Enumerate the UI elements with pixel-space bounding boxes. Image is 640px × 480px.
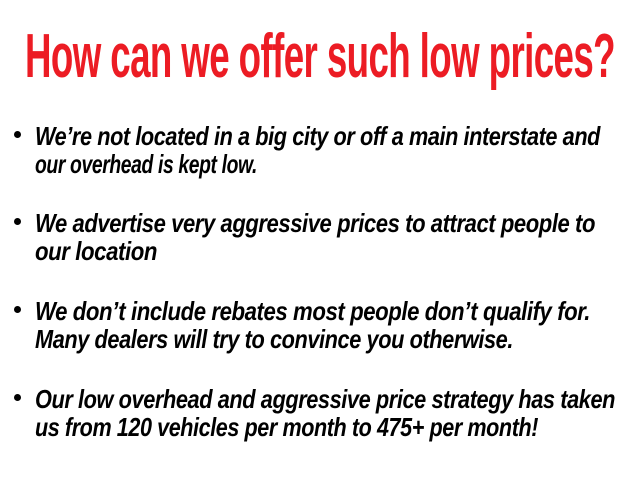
bullet-text-line: Many dealers will try to convince you ot… bbox=[35, 324, 513, 354]
bullet-text-line: our overhead is kept low. bbox=[35, 149, 257, 179]
bullet-icon bbox=[14, 306, 21, 313]
bullet-text-line: our location bbox=[35, 236, 157, 266]
bullet-text-line: We advertise very aggressive prices to a… bbox=[35, 208, 595, 238]
slide-title: How can we offer such low prices? bbox=[25, 22, 616, 91]
bullet-text-line: We don’t include rebates most people don… bbox=[35, 296, 590, 326]
bullet-text-line: Our low overhead and aggressive price st… bbox=[35, 384, 615, 414]
bullet-icon bbox=[14, 394, 21, 401]
bullet-text-line: We’re not located in a big city or off a… bbox=[35, 121, 600, 151]
bullet-icon bbox=[14, 218, 21, 225]
bullet-text-line: us from 120 vehicles per month to 475+ p… bbox=[35, 412, 538, 442]
bullet-icon bbox=[14, 131, 21, 138]
